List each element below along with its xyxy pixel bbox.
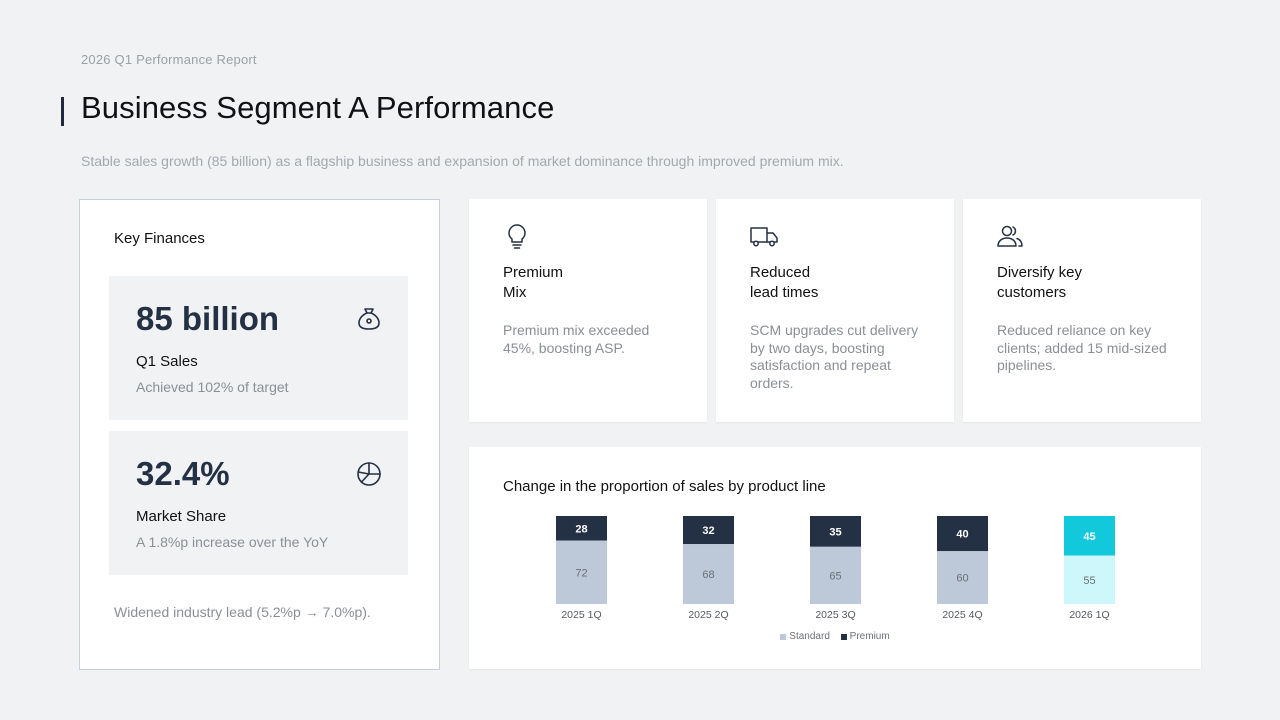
chart-title: Change in the proportion of sales by pro…	[503, 478, 826, 495]
key-finances-card: Key Finances 85 billion Q1 Sales Achieve…	[79, 199, 440, 670]
bar-premium	[1064, 516, 1115, 556]
feature-title: Premium Mix	[503, 263, 683, 303]
page-title: Business Segment A Performance	[81, 90, 555, 125]
users-icon	[997, 225, 1023, 247]
metric-desc: A 1.8%p increase over the YoY	[136, 534, 329, 550]
data-label-standard: 55	[1083, 575, 1095, 587]
feature-title-line: Reduced	[750, 264, 811, 281]
sales-proportion-chart-card: Change in the proportion of sales by pro…	[469, 447, 1201, 669]
feature-title-line: Mix	[503, 284, 527, 301]
data-label-premium: 32	[702, 525, 714, 537]
category-label: 2025 4Q	[942, 609, 982, 621]
data-label-premium: 28	[575, 523, 587, 535]
stacked-bar-chart: 28 72 2025 1Q 32 68 2025 2Q 35 65 2025 3Q 40 60 202…	[556, 516, 1115, 621]
data-label-standard: 65	[829, 570, 841, 582]
metric-label: Q1 Sales	[136, 353, 198, 370]
feature-desc: Reduced reliance on key clients; added 1…	[997, 322, 1167, 373]
legend-swatch-premium	[840, 633, 847, 640]
truck-icon	[750, 227, 778, 247]
metric-label: Market Share	[136, 508, 227, 525]
category-label: 2026 1Q	[1069, 609, 1109, 621]
feature-title: Diversify key customers	[997, 263, 1177, 303]
report-eyebrow: 2026 Q1 Performance Report	[81, 52, 257, 67]
page-subtitle: Stable sales growth (85 billion) as a fl…	[81, 153, 844, 169]
bar-premium	[937, 516, 988, 552]
feature-title: Reduced lead times	[750, 263, 930, 303]
finances-note: Widened industry lead (5.2%p → 7.0%p).	[114, 604, 371, 620]
category-label: 2025 2Q	[688, 609, 728, 621]
metric-market-share: 32.4% Market Share A 1.8%p increase over…	[109, 431, 408, 575]
bar-premium	[810, 516, 861, 547]
feature-title-line: lead times	[750, 284, 819, 301]
feature-card-premium-mix: Premium Mix Premium mix exceeded 45%, bo…	[469, 199, 707, 422]
category-label: 2025 1Q	[561, 609, 601, 621]
metric-q1-sales: 85 billion Q1 Sales Achieved 102% of tar…	[109, 276, 408, 420]
lightbulb-icon	[508, 224, 526, 249]
metric-desc: Achieved 102% of target	[136, 379, 289, 395]
feature-card-lead-times: Reduced lead times SCM upgrades cut deli…	[716, 199, 954, 422]
data-label-standard: 68	[702, 569, 714, 581]
pie-chart-icon	[357, 462, 381, 486]
bar-premium	[556, 516, 607, 541]
category-label: 2025 3Q	[815, 609, 855, 621]
bar-standard	[1064, 555, 1115, 604]
legend-item-premium: Premium	[840, 631, 890, 642]
legend-swatch-standard	[780, 633, 787, 640]
data-label-premium: 35	[829, 526, 841, 538]
feature-title-line: Diversify key	[997, 264, 1083, 281]
money-bag-icon	[358, 308, 380, 330]
legend-label: Standard	[789, 631, 830, 642]
feature-card-customers: Diversify key customers Reduced reliance…	[963, 199, 1201, 422]
bar-standard	[937, 551, 988, 604]
bar-premium	[683, 516, 734, 545]
data-label-standard: 60	[956, 573, 968, 585]
bar-standard	[683, 544, 734, 604]
chart-legend: Standard Premium	[469, 631, 1201, 643]
legend-label: Premium	[849, 631, 890, 642]
feature-title-line: Premium	[503, 264, 564, 281]
data-label-premium: 45	[1083, 531, 1095, 543]
data-label-premium: 40	[956, 529, 968, 541]
feature-desc: SCM upgrades cut delivery by two days, b…	[750, 322, 919, 391]
title-accent-bar	[61, 97, 64, 126]
data-label-standard: 72	[575, 567, 587, 579]
bar-standard	[810, 546, 861, 604]
legend-item-standard: Standard	[780, 631, 830, 642]
metric-value: 32.4%	[136, 455, 230, 492]
metric-value: 85 billion	[136, 300, 280, 337]
feature-desc: Premium mix exceeded 45%, boosting ASP.	[503, 322, 650, 356]
bar-standard	[556, 540, 607, 604]
key-finances-title: Key Finances	[114, 230, 205, 247]
feature-title-line: customers	[997, 284, 1067, 301]
